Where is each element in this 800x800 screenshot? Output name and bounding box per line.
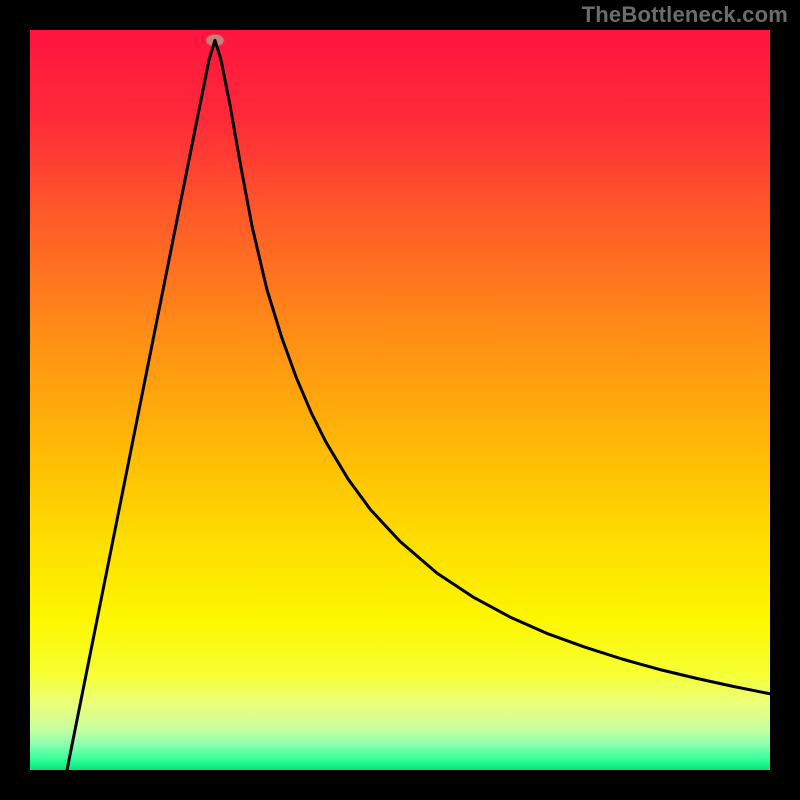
plot-svg	[30, 30, 770, 770]
watermark-text: TheBottleneck.com	[582, 2, 788, 28]
chart-container: TheBottleneck.com	[0, 0, 800, 800]
plot-area	[30, 30, 770, 770]
